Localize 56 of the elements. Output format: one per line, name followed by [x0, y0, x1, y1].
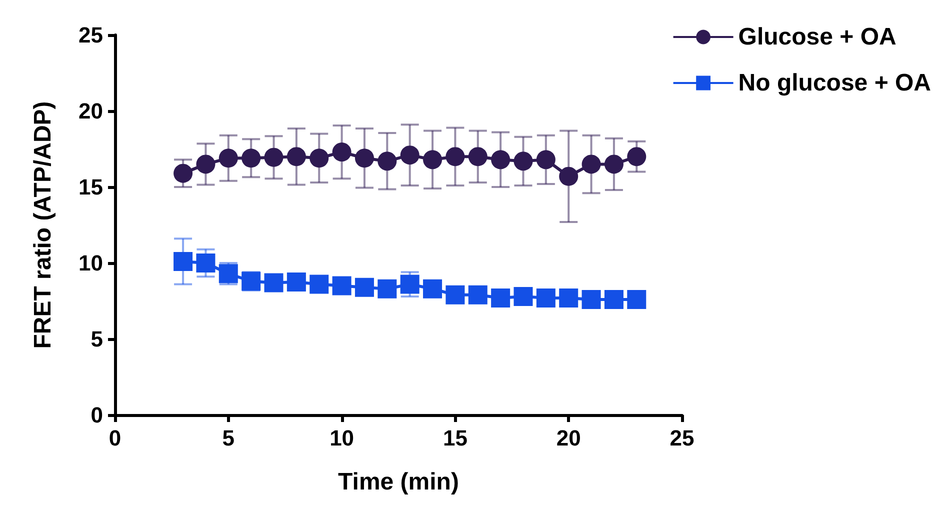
point [446, 285, 465, 304]
point [378, 279, 397, 298]
point [196, 254, 216, 272]
point [400, 274, 420, 294]
point [400, 146, 420, 165]
point [604, 154, 624, 174]
y-tick-label: 10 [78, 250, 103, 276]
point [582, 154, 601, 174]
x-tick-label: 20 [556, 426, 581, 450]
point [310, 274, 329, 294]
point [582, 290, 601, 309]
point [174, 252, 193, 271]
point [286, 147, 306, 166]
point [514, 152, 533, 171]
y-tick-label: 5 [90, 326, 103, 352]
point [264, 273, 284, 292]
point [514, 286, 533, 306]
point [196, 154, 216, 174]
point [559, 288, 578, 308]
point [378, 152, 397, 171]
point [468, 285, 488, 304]
point [355, 148, 374, 168]
point [604, 290, 624, 309]
y-axis-title: FRET ratio (ATP/ADP) [30, 101, 56, 349]
point [627, 290, 646, 309]
point [354, 278, 374, 297]
point [332, 142, 352, 162]
legend-label: No glucose + OA [738, 70, 931, 96]
x-tick-label: 25 [670, 426, 694, 450]
point [174, 164, 193, 183]
point [491, 288, 510, 308]
point [310, 148, 329, 168]
point [536, 150, 556, 170]
point [286, 272, 306, 292]
point [627, 147, 646, 166]
point [242, 148, 261, 168]
point [332, 276, 352, 296]
y-tick-label: 25 [78, 22, 103, 48]
y-tick-label: 15 [78, 174, 103, 200]
x-tick-label: 15 [442, 426, 468, 450]
point [559, 166, 578, 186]
point [423, 150, 442, 170]
point [423, 279, 442, 298]
x-tick-label: 5 [222, 426, 235, 450]
point [218, 148, 238, 168]
y-tick-label: 0 [90, 402, 103, 428]
point [264, 148, 284, 167]
legend-label: Glucose + OA [738, 24, 896, 50]
point [446, 147, 465, 166]
x-axis-title: Time (min) [338, 468, 459, 496]
y-tick-label: 20 [78, 98, 103, 124]
point [536, 288, 556, 308]
point [491, 150, 510, 170]
point [468, 147, 488, 166]
x-tick-label: 0 [108, 426, 122, 450]
x-tick-label: 10 [330, 426, 354, 450]
